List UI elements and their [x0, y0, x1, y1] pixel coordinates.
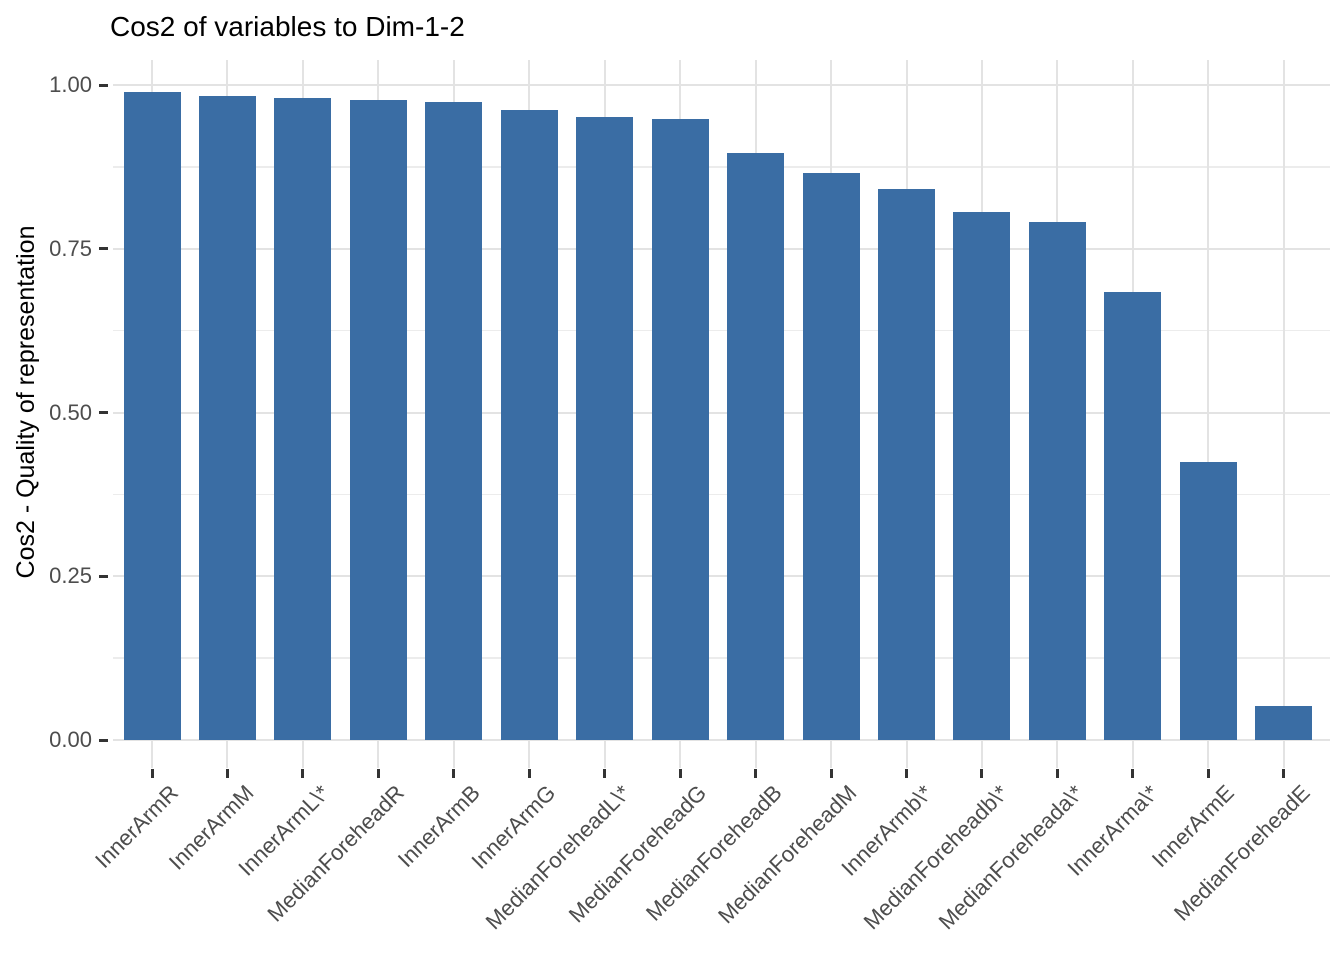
bar — [1255, 705, 1313, 740]
x-axis-tick — [527, 769, 531, 778]
bar — [651, 119, 709, 740]
gridline-major-horizontal — [113, 575, 1330, 578]
x-tick-label: MedianForeheadM — [713, 780, 862, 929]
bar — [878, 189, 935, 740]
x-tick-label: MedianForeheadR — [262, 780, 410, 927]
gridline-major-horizontal — [113, 739, 1330, 741]
y-tick-label: 0.50 — [49, 399, 92, 425]
gridline-major-vertical — [1207, 60, 1210, 768]
gridline-major-horizontal — [113, 84, 1330, 86]
x-axis-tick — [829, 769, 833, 778]
bar — [274, 98, 332, 740]
x-axis-tick — [1282, 769, 1286, 778]
gridline-minor-horizontal — [113, 657, 1330, 659]
gridline-minor-horizontal — [113, 329, 1330, 332]
y-axis-tick — [99, 738, 108, 742]
x-tick-label: MedianForeheadL\* — [481, 780, 636, 935]
gridline-minor-horizontal — [113, 166, 1330, 168]
bar — [802, 172, 860, 740]
bar — [425, 102, 483, 740]
bar — [727, 153, 785, 740]
x-axis-tick — [980, 769, 984, 778]
bar — [953, 212, 1011, 740]
x-tick-label: MedianForeheadB — [640, 780, 787, 926]
gridline-major-vertical — [1282, 60, 1285, 768]
y-tick-label: 0.25 — [49, 563, 92, 589]
x-axis-tick — [905, 769, 908, 778]
bar — [576, 117, 634, 740]
y-axis-tick — [99, 83, 108, 87]
y-tick-label: 0.00 — [49, 727, 92, 752]
bar — [123, 91, 181, 740]
y-axis-tick — [99, 411, 108, 414]
x-axis-tick — [1206, 769, 1210, 778]
x-tick-label: MedianForeheadG — [563, 780, 711, 928]
x-tick-label: MedianForeheada\* — [933, 780, 1089, 935]
x-axis-tick — [678, 769, 682, 778]
y-tick-label: 0.75 — [49, 235, 92, 261]
x-tick-label: MedianForeheadb\* — [858, 780, 1013, 935]
bar — [198, 96, 256, 740]
gridline-major-horizontal — [113, 411, 1330, 414]
x-axis-tick — [452, 769, 456, 778]
x-axis-tick — [150, 769, 154, 778]
y-tick-label: 1.00 — [49, 72, 92, 97]
bar — [500, 109, 558, 740]
bar — [1028, 221, 1086, 740]
x-axis-tick — [376, 769, 380, 778]
chart-title: Cos2 of variables to Dim-1-2 — [110, 11, 465, 42]
y-axis-tick — [99, 574, 108, 578]
x-axis-tick — [225, 769, 229, 778]
gridline-minor-horizontal — [113, 493, 1330, 496]
bar — [1179, 462, 1237, 740]
x-axis-tick — [301, 769, 305, 778]
x-axis-tick — [754, 769, 758, 778]
bar — [349, 100, 407, 740]
x-tick-label: MedianForeheadE — [1168, 780, 1315, 926]
bar — [1104, 291, 1162, 740]
x-axis-tick — [1055, 769, 1059, 778]
y-axis-tick — [99, 247, 108, 251]
gridline-major-horizontal — [113, 247, 1330, 250]
x-axis-tick — [603, 769, 607, 778]
x-axis-tick — [1131, 769, 1135, 778]
